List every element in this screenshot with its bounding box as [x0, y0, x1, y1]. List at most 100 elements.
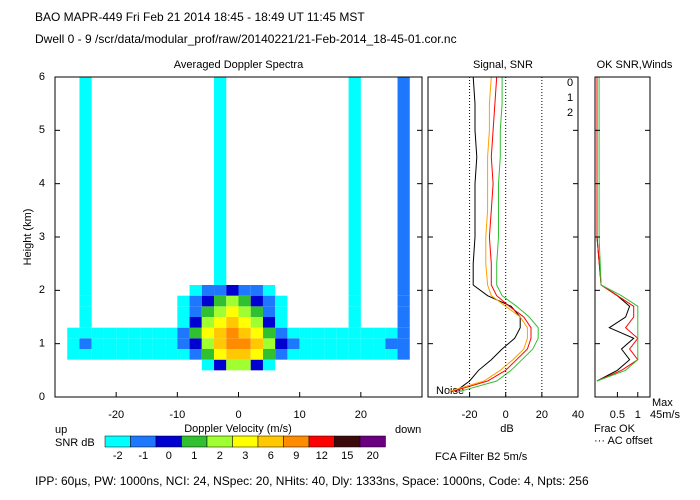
colorbar-swatch [130, 435, 157, 448]
spectrum-cell [360, 349, 374, 360]
legend-entry: 1 [567, 92, 573, 104]
spectrum-cell [336, 338, 349, 349]
spectrum-cell [189, 349, 202, 360]
spectrum-cell [397, 317, 410, 328]
spectrum-cell [385, 327, 398, 339]
spectrum-cell [214, 349, 227, 360]
series-line [454, 76, 521, 393]
spectrum-cell [373, 338, 386, 349]
spectrum-cell [385, 349, 398, 360]
colorbar-swatch [206, 435, 233, 448]
spectrum-cell [336, 349, 349, 360]
spectrum-cell [238, 285, 251, 296]
y-tick-label: 6 [39, 71, 45, 83]
x-tick-label: 40 [572, 409, 584, 421]
colorbar-swatch [181, 435, 208, 448]
spectrum-cell [140, 349, 153, 360]
spectrum-cell [348, 317, 361, 328]
colorbar-tick-label: 6 [268, 450, 274, 462]
y-tick-label: 3 [39, 231, 45, 243]
spectrum-cell [238, 349, 251, 360]
spectrum-cell [287, 327, 300, 339]
colorbar-tick-label: 9 [293, 450, 299, 462]
spectrum-cell [214, 327, 227, 339]
spectrum-cell [250, 317, 263, 328]
spectrum-cell [177, 349, 190, 360]
spectrum-cell [214, 338, 227, 349]
spectrum-cell [116, 327, 129, 339]
spectrum-cell [103, 338, 117, 349]
spectrum-cell [250, 359, 263, 371]
spectrum-cell [262, 327, 276, 339]
spectrum-cell [262, 349, 276, 360]
y-tick-label: 0 [39, 391, 45, 403]
spectrum-cell [360, 327, 374, 339]
spectrum-cell [250, 306, 263, 317]
spectrum-cell [226, 338, 239, 349]
spectrum-cell [262, 338, 276, 349]
spectrum-cell [397, 77, 410, 285]
spectrum-cell [128, 349, 141, 360]
spectrum-cell [275, 327, 288, 339]
series-line [596, 77, 639, 382]
colorbar-swatch [257, 435, 284, 448]
spectrum-cell [324, 338, 337, 349]
spectrum-cell [385, 338, 398, 349]
spectrum-cell [311, 349, 325, 360]
spectrum-cell [103, 327, 117, 339]
spectrum-cell [348, 77, 361, 285]
spectrum-cell [79, 338, 92, 349]
spectrum-cell [152, 327, 166, 339]
spectrum-cell [238, 359, 251, 371]
spectrum-cell [275, 295, 288, 307]
note-up: up [55, 424, 67, 436]
spectrum-cell [152, 338, 166, 349]
spectrum-cell [373, 327, 386, 339]
spectrum-cell [324, 349, 337, 360]
spectrum-cell [201, 317, 215, 328]
spectrum-cell [128, 338, 141, 349]
spectrum-cell [348, 327, 361, 339]
spectrum-cell [177, 338, 190, 349]
panel-title: OK SNR,Winds [597, 59, 673, 71]
spectrum-cell [79, 306, 92, 317]
spectrum-cell [214, 317, 227, 328]
x-tick-label: 20 [536, 409, 548, 421]
colorbar-tick-label: 15 [341, 450, 353, 462]
spectrum-cell [226, 359, 239, 371]
spectrum-cell [140, 338, 153, 349]
y-tick-label: 1 [39, 338, 45, 350]
spectrum-cell [189, 338, 202, 349]
spectrum-cell [250, 285, 263, 296]
spectrum-cell [238, 295, 251, 307]
spectrum-cell [226, 306, 239, 317]
spectrum-cell [189, 327, 202, 339]
spectrum-cell [91, 338, 104, 349]
spectrum-cell [152, 349, 166, 360]
spectrum-cell [238, 327, 251, 339]
spectrum-cell [79, 327, 92, 339]
footnote: FCA Filter B2 5m/s [435, 451, 528, 463]
x-axis-label: dB [500, 423, 513, 435]
spectrum-cell [226, 285, 239, 296]
colorbar-swatch [232, 435, 259, 448]
spectrum-cell [226, 349, 239, 360]
x-tick-label: -10 [169, 409, 185, 421]
spectrum-cell [201, 349, 215, 360]
panel-title: Signal, SNR [473, 59, 533, 71]
spectrum-cell [201, 306, 215, 317]
y-tick-label: 4 [39, 178, 45, 190]
spectrum-cell [250, 349, 263, 360]
spectrum-cell [226, 317, 239, 328]
legend-entry: 0 [567, 77, 573, 89]
x-tick-label: -20 [108, 409, 124, 421]
spectrum-cell [397, 306, 410, 317]
spectrum-cell [250, 295, 263, 307]
x-tick-label: 10 [294, 409, 306, 421]
spectrum-cell [214, 285, 227, 296]
spectrum-cell [250, 338, 263, 349]
colorbar-swatch [334, 435, 361, 448]
spectrum-cell [238, 338, 251, 349]
spectrum-cell [397, 349, 410, 360]
